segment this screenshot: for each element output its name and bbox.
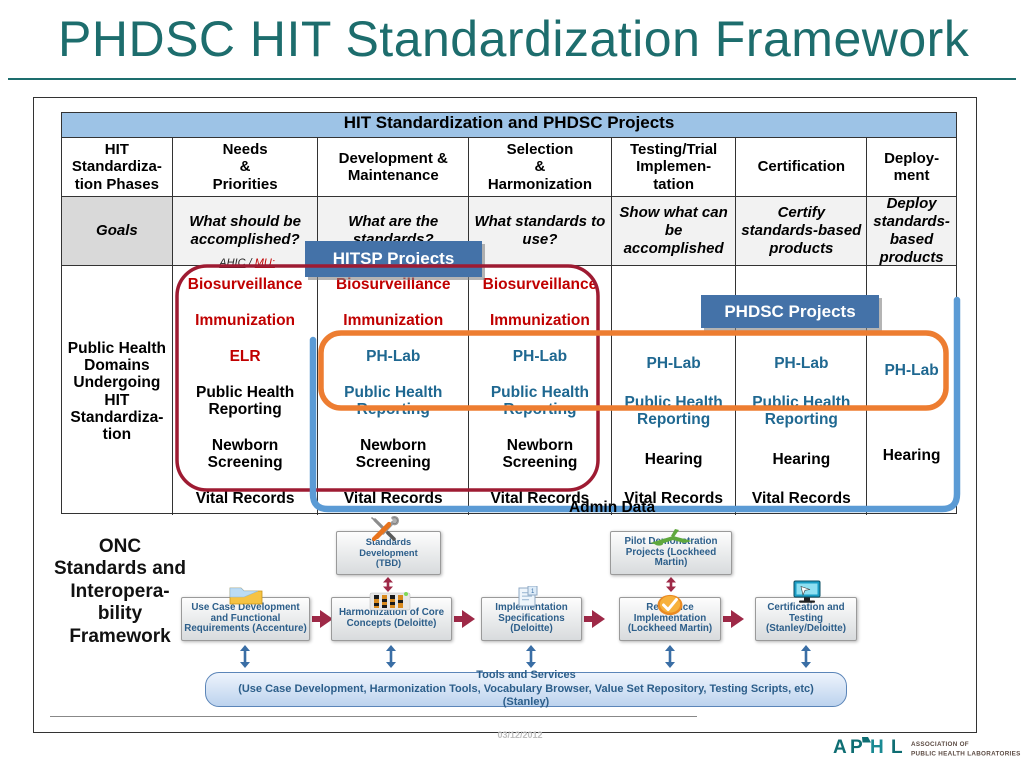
svg-text:L: L <box>891 737 903 758</box>
svg-text:PUBLIC HEALTH LABORATORIES: PUBLIC HEALTH LABORATORIES <box>911 751 1021 758</box>
svg-text:P: P <box>850 737 863 758</box>
svg-text:A: A <box>833 737 847 758</box>
svg-text:H: H <box>870 737 884 758</box>
svg-text:ASSOCIATION OF: ASSOCIATION OF <box>911 741 969 748</box>
